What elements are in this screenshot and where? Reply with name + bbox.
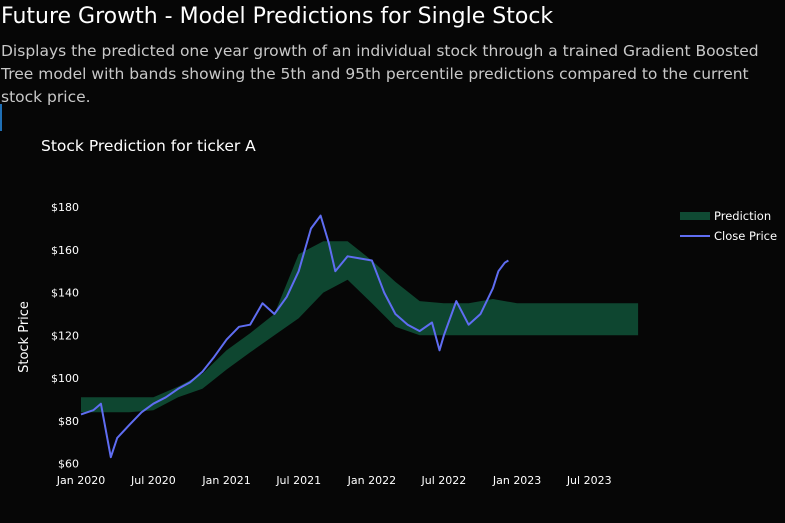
y-tick-label: $60 [58,458,79,471]
legend-label-close-price: Close Price [714,229,777,243]
y-axis-ticks: $60 $80 $100 $120 $140 $160 $180 [51,201,79,471]
x-tick-label: Jul 2023 [566,474,612,487]
x-tick-label: Jul 2022 [421,474,467,487]
y-axis-title: Stock Price [17,301,32,373]
y-tick-label: $100 [51,372,79,385]
chart-title: Stock Prediction for ticker A [41,137,256,155]
close-price-line [80,214,509,459]
prediction-band [81,241,639,413]
x-tick-label: Jul 2020 [130,474,176,487]
y-tick-label: $180 [51,201,79,214]
y-tick-label: $120 [51,329,79,342]
x-tick-label: Jul 2021 [275,474,321,487]
page-description: Displays the predicted one year growth o… [1,42,759,106]
x-tick-label: Jan 2022 [347,474,396,487]
y-tick-label: $80 [58,415,79,428]
x-tick-label: Jan 2021 [201,474,250,487]
x-axis-ticks: Jan 2020 Jul 2020 Jan 2021 Jul 2021 Jan 2022… [56,474,612,487]
legend-swatch-prediction [680,212,710,220]
section-accent-bar [0,104,2,131]
close-price-layer [80,214,509,459]
y-tick-label: $140 [51,287,79,300]
legend-item-prediction[interactable]: Prediction [680,209,771,223]
prediction-band-layer [81,241,639,413]
legend-label-prediction: Prediction [714,209,771,223]
y-tick-label: $160 [51,244,79,257]
x-tick-label: Jan 2020 [56,474,105,487]
x-tick-label: Jan 2023 [492,474,541,487]
legend-item-close-price[interactable]: Close Price [680,229,777,243]
legend[interactable]: Prediction Close Price [680,209,777,243]
page-title: Future Growth - Model Predictions for Si… [1,4,554,29]
